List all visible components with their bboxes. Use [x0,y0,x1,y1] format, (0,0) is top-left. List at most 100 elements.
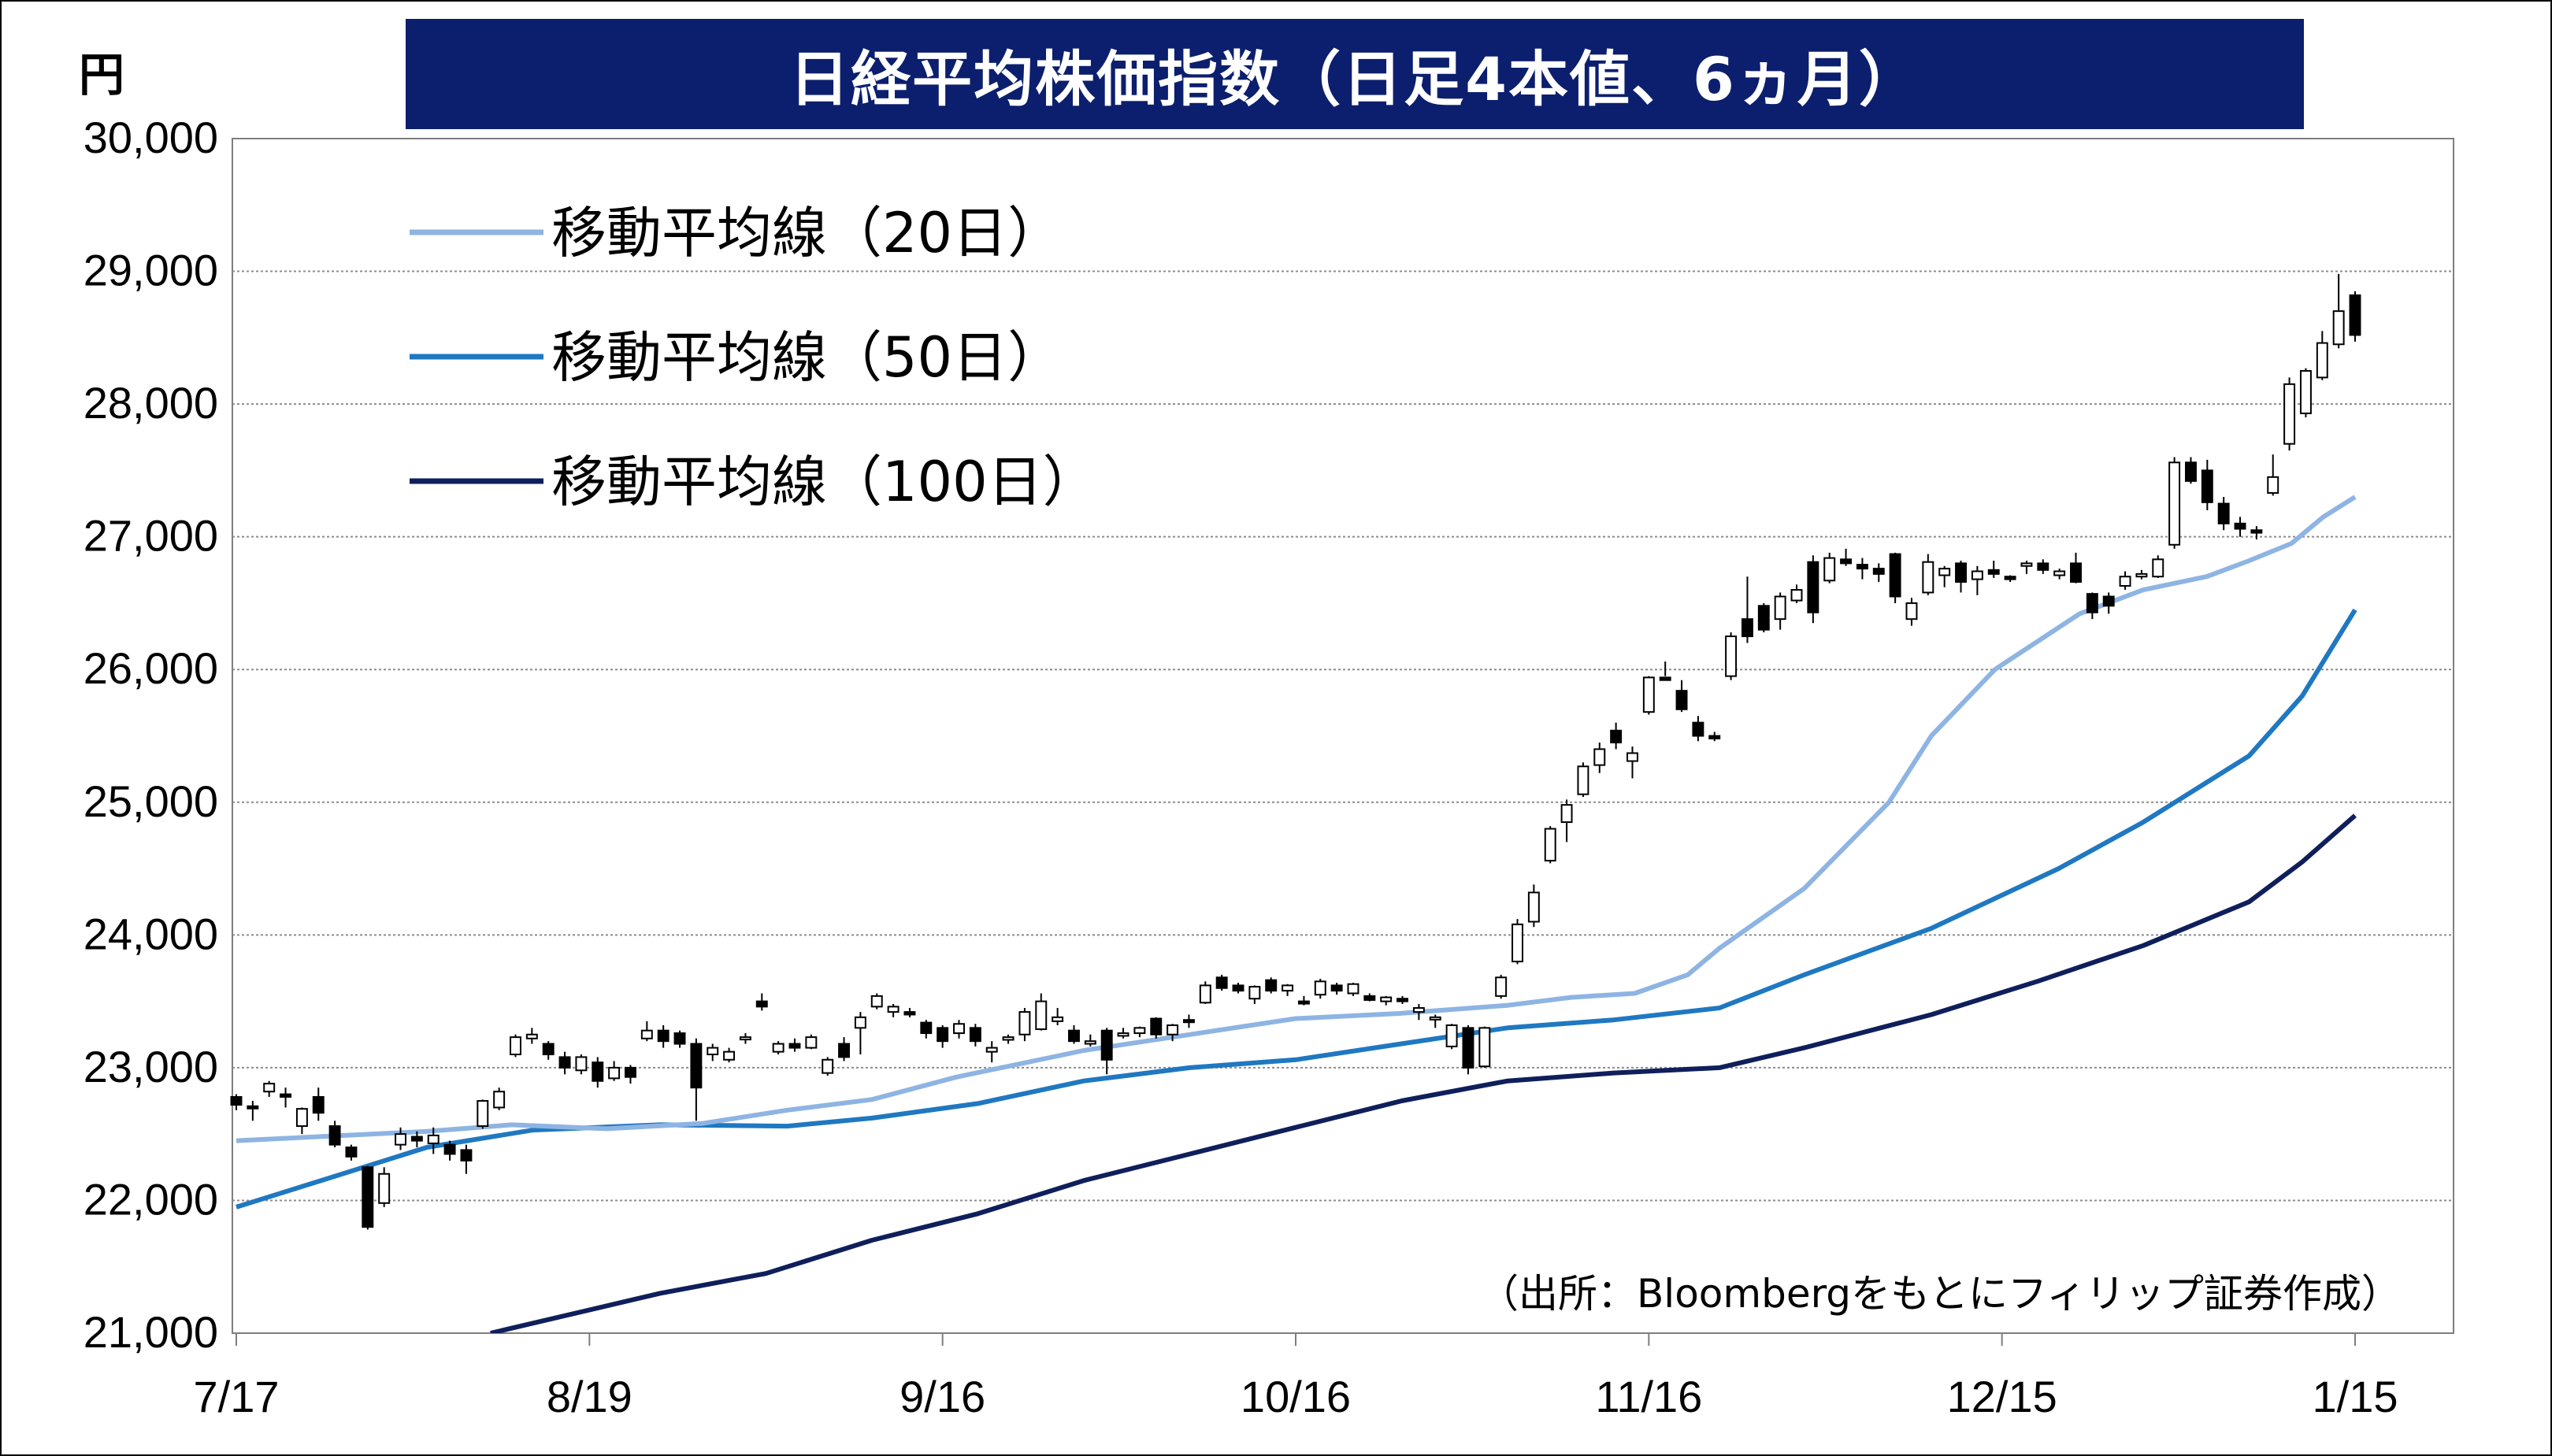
candle-body-down [1889,553,1901,598]
candlestick [838,1037,851,1061]
candlestick [2070,552,2082,584]
candle-body-down [903,1011,916,1016]
candle-body-up [477,1100,489,1128]
candle-body-down [1068,1029,1080,1043]
candle-body-down [657,1029,670,1043]
candlestick [328,1121,341,1148]
candle-body-down [443,1143,456,1155]
candle-body-up [2119,576,2131,587]
chart-title: 日経平均株価指数（日足4本値、6ヵ月） [406,19,2304,129]
candle-body-down [969,1027,981,1043]
y-tick-label: 26,000 [83,643,218,693]
candle-body-up [1823,557,1836,582]
candle-body-up [263,1083,276,1093]
candlestick [707,1043,719,1061]
candle-body-down [592,1061,604,1082]
candle-body-down [2234,522,2246,530]
candle-body-up [427,1134,440,1144]
candlestick [1133,1026,1146,1038]
candlestick [822,1057,834,1076]
candlestick [1199,981,1211,1004]
candlestick [1955,561,1967,593]
candle-body-down [1856,564,1868,570]
candle-body-up [1117,1032,1129,1037]
candlestick [854,1012,866,1055]
candlestick [378,1167,391,1207]
candlestick [1642,676,1655,715]
candle-body-up [1133,1027,1146,1035]
candlestick [2102,592,2115,614]
y-axis-unit: 円 [79,48,124,102]
candle-body-down [1757,605,1770,631]
candle-body-up [1282,984,1294,992]
candle-body-up [2332,310,2345,346]
candlestick [1495,974,1508,999]
candle-body-up [608,1066,621,1080]
candle-body-down [2037,562,2049,571]
candlestick [247,1101,259,1121]
candle-body-down [1807,561,1819,613]
candle-body-down [1675,690,1688,710]
candlestick [1182,1014,1195,1028]
candle-body-up [723,1050,736,1061]
candle-body-down [1462,1027,1474,1069]
candle-body-up [1002,1036,1014,1041]
candle-body-down [230,1095,243,1106]
candle-body-up [707,1047,719,1056]
candle-body-up [1642,676,1655,713]
candle-body-down [755,1000,768,1008]
candlestick [690,1038,703,1121]
candlestick [1560,799,1573,843]
candle-body-up [2152,558,2164,578]
candle-body-up [525,1033,538,1039]
candlestick [739,1033,751,1044]
legend: 移動平均線（20日） 移動平均線（50日） 移動平均線（100日） [410,201,1098,514]
y-tick-label: 27,000 [83,511,218,561]
candlestick [395,1127,406,1150]
candle-body-up [1560,804,1573,824]
candlestick [1692,716,1704,742]
candlestick [2086,592,2098,620]
candlestick [640,1021,653,1042]
candle-body-down [1330,984,1343,992]
candle-body-up [1380,996,1393,1002]
candlestick [592,1057,604,1088]
candle-body-up [1495,976,1508,997]
candlestick [1018,1008,1031,1042]
candle-body-up [640,1029,653,1039]
x-tick-label: 7/17 [194,1372,280,1421]
x-tick-label: 1/15 [2313,1372,2398,1421]
candle-body-down [1232,984,1244,992]
candlestick [1282,984,1294,996]
candle-body-up [772,1043,785,1053]
candlestick [2299,368,2312,417]
candlestick [2283,377,2296,451]
candlestick [772,1041,785,1055]
candlestick [493,1087,506,1110]
candlesticks [230,273,2361,1230]
candle-body-down [2070,562,2082,583]
candlestick [312,1087,325,1121]
candle-body-down [1215,976,1228,989]
candle-body-down [558,1056,571,1069]
candlestick [1445,1024,1458,1050]
candlestick [1610,722,1623,750]
candle-body-down [1741,618,1753,638]
candle-body-down [312,1095,325,1114]
candlestick [443,1140,456,1161]
candle-body-down [328,1125,341,1146]
candlestick [1068,1024,1080,1044]
candle-body-down [1397,998,1409,1002]
candle-body-up [295,1108,308,1128]
candlestick [673,1030,686,1048]
candle-body-up [1445,1024,1458,1047]
candle-body-up [1725,635,1738,677]
candlestick [525,1028,538,1044]
ma20-line [236,495,2357,1143]
candle-body-down [362,1166,374,1228]
candlestick [1971,565,1983,595]
candlestick [410,1131,423,1148]
candle-body-up [1035,1000,1048,1031]
candle-body-down [2185,461,2197,482]
candlestick [295,1107,308,1135]
